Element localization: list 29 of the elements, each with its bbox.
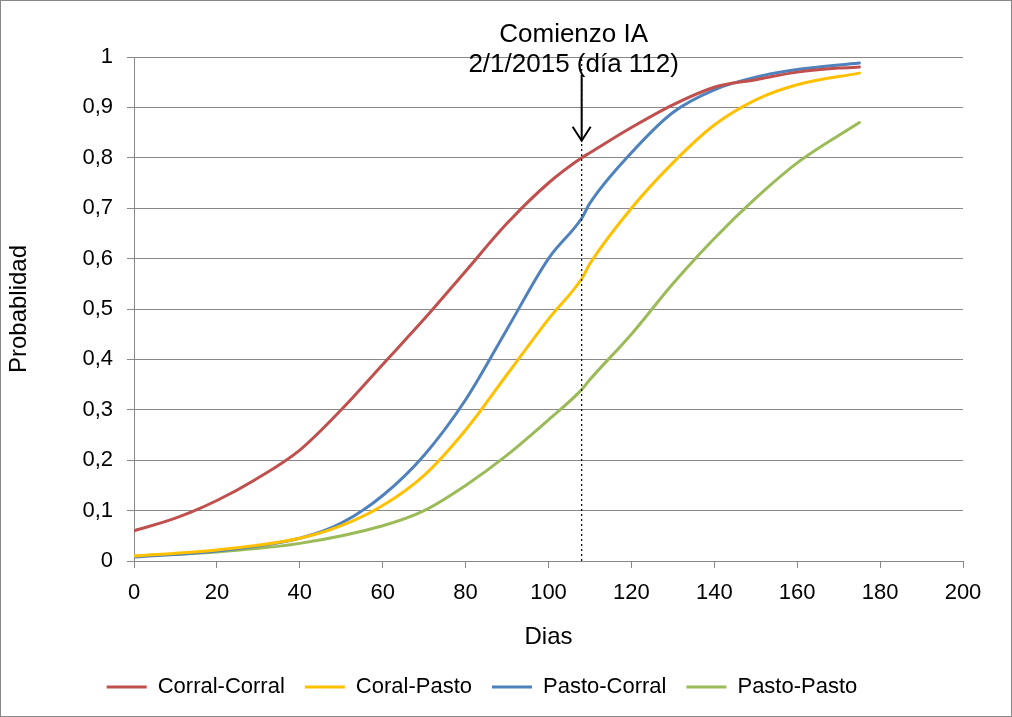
annotation: Comienzo IA 2/1/2015 (día 112) [468,18,679,79]
legend-label: Pasto-Corral [542,673,667,699]
x-tick-label: 160 [778,579,816,605]
y-axis-title: Probablidad [4,244,32,374]
legend-label: Corral-Corral [157,673,285,699]
y-tick-label: 0,7 [82,194,113,220]
y-tick-label: 0,6 [82,244,113,270]
x-tick-label: 0 [127,579,141,605]
x-tick-label: 180 [861,579,899,605]
x-tick-label: 120 [613,579,650,605]
x-tick-label: 100 [530,579,567,605]
x-tick-label: 60 [370,579,395,605]
y-tick-label: 0,2 [82,446,113,472]
y-tick-label: 1 [100,43,113,69]
y-tick-label: 0 [100,547,113,573]
y-tick-label: 0,1 [82,496,113,522]
x-tick-label: 20 [204,579,230,605]
x-tick-label: 200 [944,579,982,605]
y-tick-label: 0,9 [82,93,113,119]
y-tick-label: 0,4 [82,345,113,371]
legend-label: Coral-Pasto [355,673,472,699]
x-tick-label: 80 [453,579,478,605]
y-tick-label: 0,3 [82,395,113,421]
x-tick-label: 140 [695,579,733,605]
x-axis-title: Dias [524,622,573,650]
legend-label: Pasto-Pasto [737,673,858,699]
x-tick-label: 40 [287,579,313,605]
y-tick-label: 0,8 [82,143,113,169]
y-tick-label: 0,5 [82,295,113,321]
